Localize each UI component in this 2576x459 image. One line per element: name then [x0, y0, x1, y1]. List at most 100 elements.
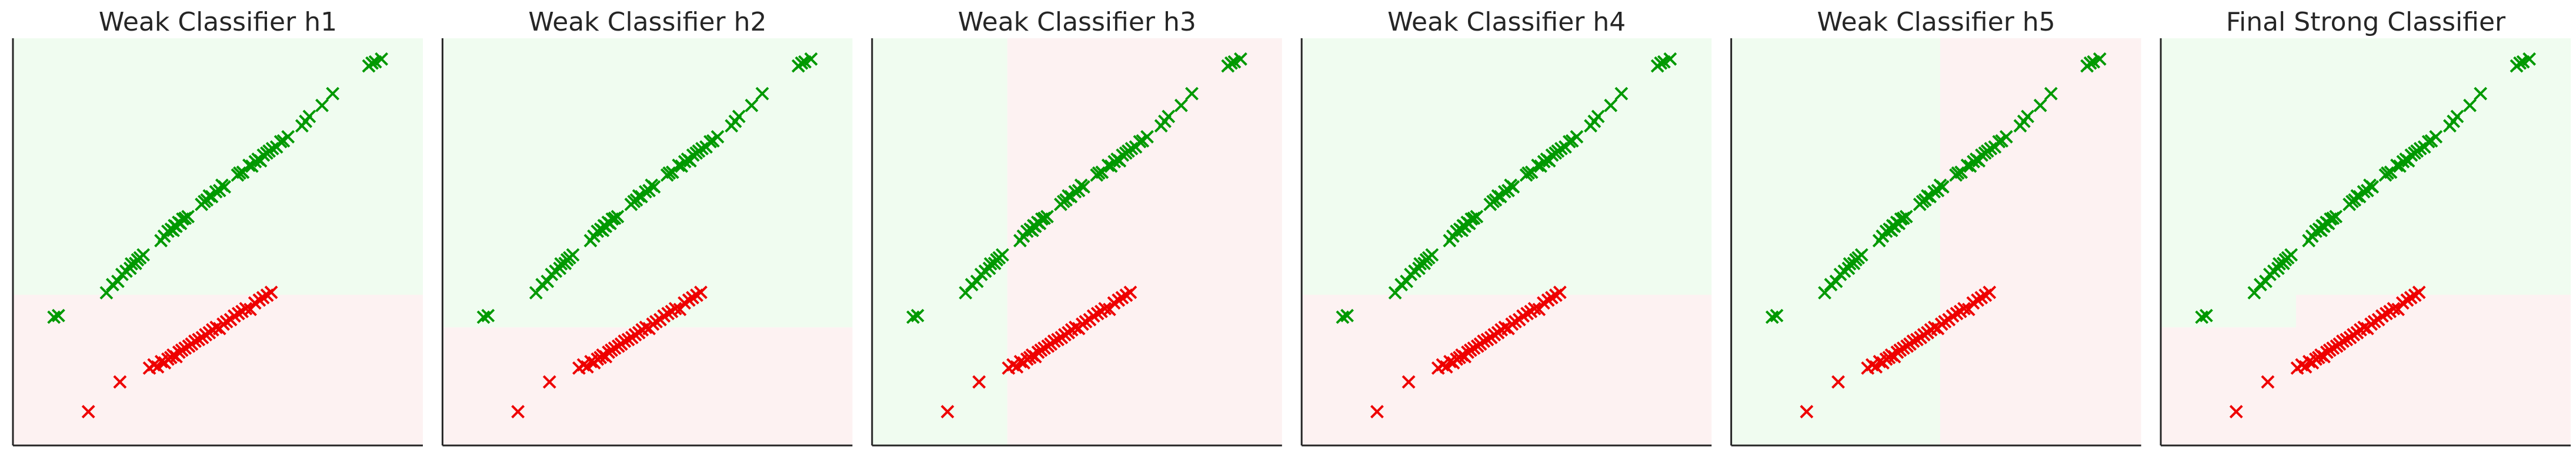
positive-point	[1951, 166, 1965, 180]
negative-point	[1983, 285, 1997, 300]
positive-point	[2329, 209, 2343, 224]
negative-point	[511, 405, 525, 418]
positive-point	[710, 130, 725, 144]
positive-point	[1562, 135, 1576, 149]
positive-point	[1077, 180, 1090, 194]
positive-point	[804, 52, 818, 66]
positive-point	[2259, 274, 2273, 288]
negative-point	[1079, 315, 1093, 329]
positive-point	[996, 248, 1009, 262]
positive-decision-region	[1731, 38, 1941, 445]
positive-point	[2390, 158, 2404, 172]
positive-point	[1092, 166, 1106, 180]
positive-point	[99, 286, 114, 300]
negative-point	[1957, 302, 1971, 315]
positive-point	[2199, 308, 2213, 322]
negative-decision-region	[2161, 327, 2297, 445]
positive-point	[1140, 130, 1154, 144]
positive-point	[647, 180, 661, 194]
negative-point	[2357, 320, 2371, 334]
positive-point	[732, 109, 746, 124]
negative-point	[2336, 334, 2350, 348]
negative-point	[1370, 405, 1384, 418]
positive-point	[1591, 109, 1605, 124]
positive-point	[2522, 52, 2537, 66]
negative-point	[1508, 315, 1522, 329]
positive-point	[1521, 166, 1536, 180]
positive-point	[125, 257, 138, 271]
panel-title: Final Strong Classifier	[2226, 7, 2506, 37]
negative-decision-region	[442, 327, 853, 445]
positive-point	[910, 308, 925, 322]
positive-point	[2429, 130, 2443, 144]
positive-point	[672, 158, 686, 172]
positive-point	[1413, 257, 1427, 271]
positive-point	[218, 180, 232, 194]
positive-point	[795, 56, 809, 70]
positive-point	[755, 87, 769, 101]
positive-point	[983, 257, 997, 271]
positive-decision-region	[872, 38, 1007, 445]
negative-point	[940, 405, 955, 418]
positive-point	[1470, 209, 1484, 224]
panels-layer: Weak Classifier h1 Weak Classifier h2 Weak…	[12, 7, 2571, 447]
positive-point	[2474, 87, 2488, 101]
positive-point	[1233, 52, 1247, 66]
positive-point	[1663, 52, 1677, 66]
negative-point	[219, 315, 233, 329]
negative-point	[1906, 334, 1920, 348]
positive-point	[1185, 87, 1199, 101]
positive-point	[1040, 209, 1054, 224]
negative-point	[1402, 375, 1416, 389]
positive-point	[1770, 308, 1784, 322]
negative-point	[81, 405, 95, 418]
negative-point	[1831, 375, 1845, 389]
positive-point	[703, 135, 717, 149]
negative-point	[264, 285, 278, 300]
scatter-panel: Weak Classifier h4	[1300, 7, 1712, 447]
positive-point	[2463, 98, 2477, 112]
positive-point	[906, 310, 920, 324]
positive-point	[662, 166, 676, 180]
positive-point	[2381, 166, 2394, 180]
positive-point	[1340, 308, 1354, 322]
positive-point	[242, 158, 256, 172]
positive-point	[2021, 109, 2034, 124]
positive-point	[136, 248, 151, 262]
positive-point	[1614, 87, 1629, 101]
positive-point	[326, 87, 340, 101]
positive-point	[273, 135, 288, 149]
positive-point	[1133, 135, 1147, 149]
panel-title: Weak Classifier h1	[99, 7, 337, 37]
negative-decision-region	[1007, 38, 1282, 445]
positive-point	[1388, 286, 1402, 300]
scatter-panel: Weak Classifier h1	[12, 7, 423, 447]
positive-point	[2195, 310, 2209, 324]
negative-point	[972, 375, 986, 389]
positive-point	[111, 274, 125, 288]
negative-point	[639, 320, 653, 334]
negative-point	[1069, 320, 1082, 334]
positive-point	[1765, 310, 1779, 324]
negative-point	[1098, 302, 1112, 315]
positive-point	[2284, 248, 2298, 262]
positive-point	[745, 98, 759, 112]
scatter-panel: Weak Classifier h2	[441, 7, 853, 447]
negative-point	[694, 285, 708, 300]
negative-point	[618, 334, 632, 348]
negative-point	[542, 375, 556, 389]
positive-point	[1425, 248, 1439, 262]
negative-decision-region	[1302, 294, 1712, 445]
positive-point	[1604, 98, 1618, 112]
negative-point	[649, 315, 663, 329]
negative-point	[1527, 302, 1541, 315]
positive-point	[481, 308, 495, 322]
negative-point	[1477, 334, 1491, 348]
positive-point	[1992, 135, 2006, 149]
positive-point	[47, 310, 61, 324]
negative-point	[2387, 302, 2401, 315]
positive-point	[1506, 180, 1520, 194]
negative-point	[2412, 285, 2426, 300]
scatter-panel: Weak Classifier h5	[1730, 7, 2141, 447]
